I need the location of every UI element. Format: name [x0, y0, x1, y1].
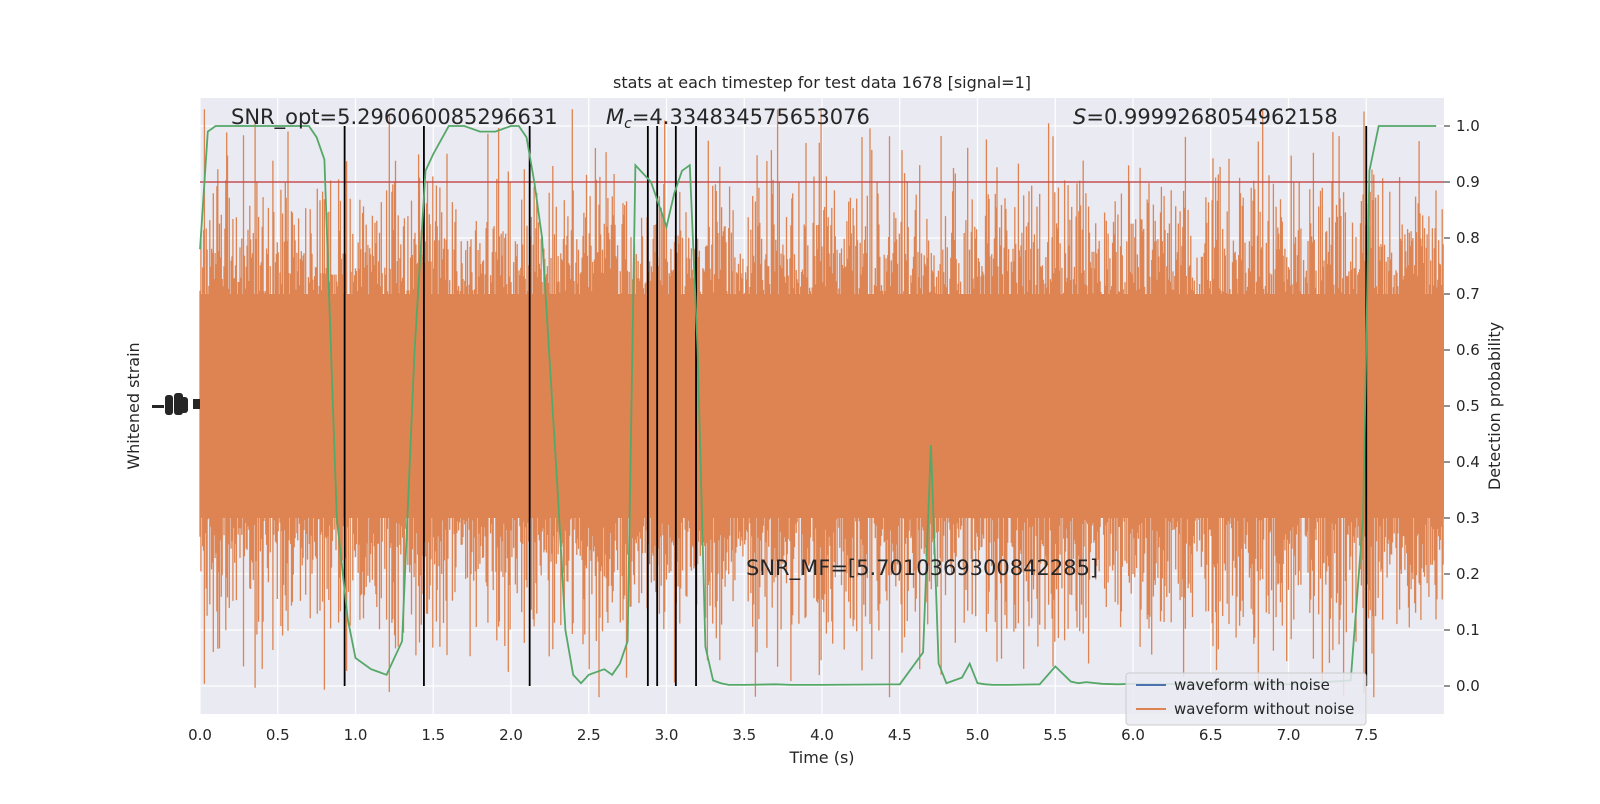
s-symbol: S: [1073, 105, 1086, 129]
mc-symbol: M: [606, 105, 624, 129]
x-tick-label: 1.5: [421, 726, 445, 744]
y-tick-label: 0.6: [1456, 341, 1480, 359]
x-axis: 0.0 0.5 1.0 1.5 2.0 2.5 3.0 3.5 4.0 4.5 5.0 5.5 6.0 6…: [188, 726, 1378, 744]
x-tick-label: 4.5: [888, 726, 912, 744]
y-axis-label-right: Detection probability: [1485, 322, 1504, 490]
y-tick-label: 0.3: [1456, 509, 1480, 527]
y-tick-label: 0.5: [1456, 397, 1480, 415]
x-tick-label: 2.5: [577, 726, 601, 744]
legend-label-with-noise: waveform with noise: [1174, 676, 1330, 694]
strain-series: [199, 109, 1444, 698]
legend: waveform with noise waveform without noi…: [1125, 672, 1367, 726]
y-tick-label: 0.2: [1456, 565, 1480, 583]
chart-title: stats at each timestep for test data 167…: [613, 73, 1031, 92]
y-tick-label: 0.0: [1456, 677, 1480, 695]
x-tick-label: 5.0: [966, 726, 990, 744]
s-value: =0.9999268054962158: [1086, 105, 1337, 129]
legend-label-without-noise: waveform without noise: [1174, 700, 1354, 718]
x-tick-label: 3.5: [732, 726, 756, 744]
x-tick-label: 2.0: [499, 726, 523, 744]
x-tick-label: 0.5: [266, 726, 290, 744]
x-tick-label: 3.0: [655, 726, 679, 744]
x-tick-label: 6.0: [1121, 726, 1145, 744]
s-annotation: S=0.9999268054962158: [1073, 105, 1338, 129]
y-tick-label: 0.4: [1456, 453, 1480, 471]
y-tick-label: 0.9: [1456, 173, 1480, 191]
left-axis-tick-cluster: [152, 393, 200, 415]
strain-trace: [199, 109, 1444, 698]
y-tick-label: 0.1: [1456, 621, 1480, 639]
snr-mf-annotation: SNR_MF=[5.7010369300842285]: [746, 556, 1098, 581]
y-tick-label: 0.8: [1456, 229, 1480, 247]
x-axis-label: Time (s): [788, 748, 854, 767]
mc-subscript: c: [624, 116, 632, 132]
y-axis-right: 0.0 0.1 0.2 0.3 0.4 0.5 0.6 0.7 0.8 0.9 1.0: [1444, 117, 1480, 695]
mc-value: =4.334834575653076: [632, 105, 870, 129]
x-tick-label: 0.0: [188, 726, 212, 744]
mc-annotation: Mc=4.334834575653076: [606, 105, 870, 132]
y-tick-label: 0.7: [1456, 285, 1480, 303]
snr-opt-annotation: SNR_opt=5.29606008529663​1: [231, 105, 558, 130]
y-axis-label-left: Whitened strain: [124, 342, 143, 469]
detection-probability-line: [199, 125, 1437, 686]
x-tick-label: 7.5: [1354, 726, 1378, 744]
x-tick-label: 5.5: [1043, 726, 1067, 744]
x-tick-label: 6.5: [1199, 726, 1223, 744]
x-tick-label: 7.0: [1277, 726, 1301, 744]
x-tick-label: 4.0: [810, 726, 834, 744]
y-tick-label: 1.0: [1456, 117, 1480, 135]
x-tick-label: 1.0: [344, 726, 368, 744]
